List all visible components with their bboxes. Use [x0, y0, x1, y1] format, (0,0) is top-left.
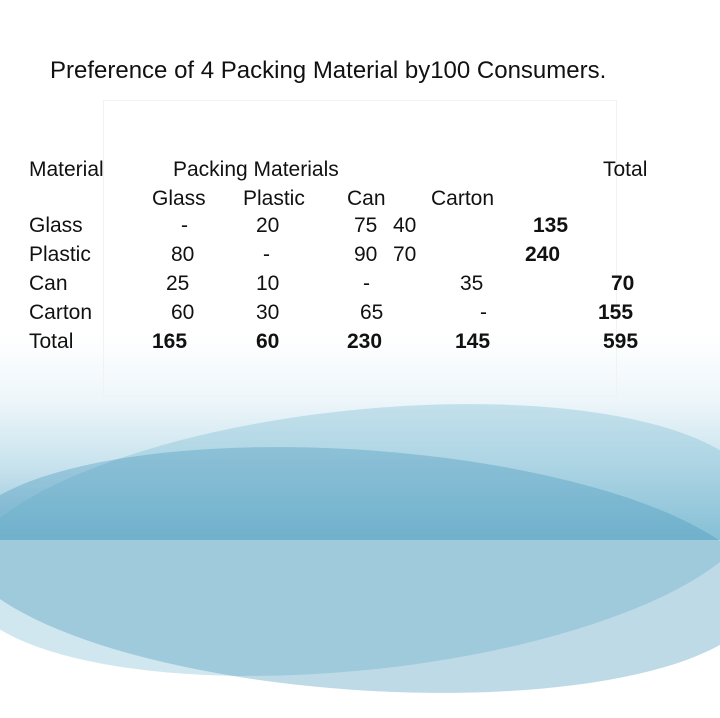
cell-plastic: 60	[256, 330, 280, 353]
cell-can: 75	[354, 214, 378, 237]
header-carton: Carton	[431, 187, 495, 210]
cell-plastic: 30	[256, 301, 280, 324]
cell-carton: 70	[393, 243, 417, 266]
cell-total: 70	[611, 272, 635, 295]
cell-glass: 165	[152, 330, 188, 353]
header-material: Material	[29, 158, 104, 181]
cell-can: 230	[347, 330, 383, 353]
header-packing-materials: Packing Materials	[173, 158, 339, 181]
cell-plastic: -	[263, 243, 270, 266]
row-label: Glass	[29, 214, 83, 237]
cell-total: 595	[603, 330, 639, 353]
cell-glass: -	[181, 214, 188, 237]
cell-glass: 25	[166, 272, 190, 295]
cell-carton: 40	[393, 214, 417, 237]
cell-total: 135	[533, 214, 569, 237]
cell-glass: 80	[171, 243, 195, 266]
row-label: Can	[29, 272, 68, 295]
cell-total: 240	[525, 243, 561, 266]
cell-plastic: 10	[256, 272, 280, 295]
cell-can: -	[363, 272, 370, 295]
cell-carton: 145	[455, 330, 491, 353]
cell-total: 155	[598, 301, 634, 324]
row-label: Plastic	[29, 243, 91, 266]
cell-glass: 60	[171, 301, 195, 324]
cell-plastic: 20	[256, 214, 280, 237]
cell-can: 65	[360, 301, 384, 324]
header-can: Can	[347, 187, 386, 210]
cell-carton: -	[480, 301, 487, 324]
row-label: Carton	[29, 301, 93, 324]
cell-can: 90	[354, 243, 378, 266]
slide-title: Preference of 4 Packing Material by100 C…	[50, 57, 607, 84]
header-plastic: Plastic	[243, 187, 305, 210]
cell-carton: 35	[460, 272, 484, 295]
header-total: Total	[603, 158, 648, 181]
header-glass: Glass	[152, 187, 206, 210]
content-frame	[103, 100, 617, 397]
row-label: Total	[29, 330, 74, 353]
